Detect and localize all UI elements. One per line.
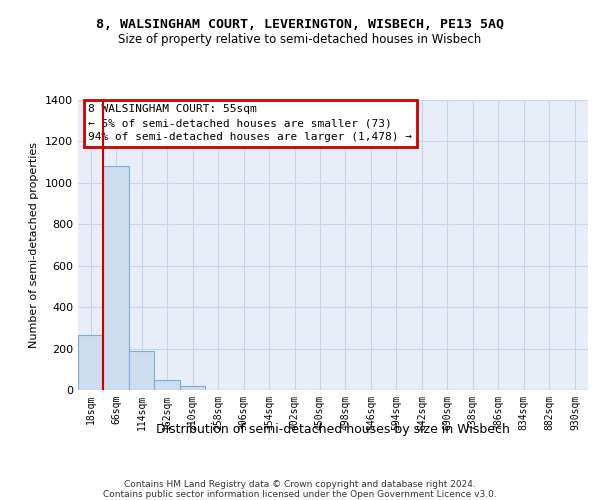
Text: Contains HM Land Registry data © Crown copyright and database right 2024.: Contains HM Land Registry data © Crown c… <box>124 480 476 489</box>
Text: 8 WALSINGHAM COURT: 55sqm
← 5% of semi-detached houses are smaller (73)
94% of s: 8 WALSINGHAM COURT: 55sqm ← 5% of semi-d… <box>88 104 412 142</box>
Text: Contains public sector information licensed under the Open Government Licence v3: Contains public sector information licen… <box>103 490 497 499</box>
Bar <box>129 350 154 390</box>
Text: Distribution of semi-detached houses by size in Wisbech: Distribution of semi-detached houses by … <box>156 422 510 436</box>
Bar <box>103 166 129 390</box>
Bar <box>78 335 103 390</box>
Bar <box>154 380 180 390</box>
Text: Size of property relative to semi-detached houses in Wisbech: Size of property relative to semi-detach… <box>118 32 482 46</box>
Bar <box>180 386 205 390</box>
Y-axis label: Number of semi-detached properties: Number of semi-detached properties <box>29 142 40 348</box>
Text: 8, WALSINGHAM COURT, LEVERINGTON, WISBECH, PE13 5AQ: 8, WALSINGHAM COURT, LEVERINGTON, WISBEC… <box>96 18 504 30</box>
